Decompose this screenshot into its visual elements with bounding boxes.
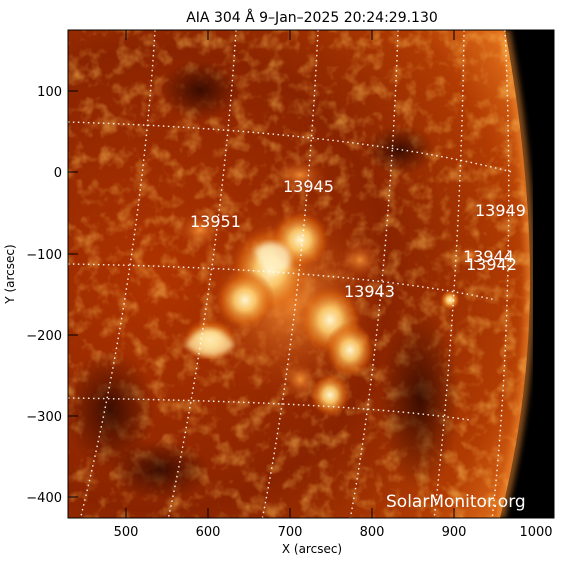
x-tick-label: 600	[196, 525, 221, 540]
region-label: 13945	[283, 177, 334, 196]
y-tick-label: −400	[26, 491, 62, 506]
region-label: 13951	[190, 212, 241, 231]
region-labels: 13945 13951 13949 13944 13942 13943	[190, 177, 526, 301]
solar-disk-image: 13945 13951 13949 13944 13942 13943 Sola…	[68, 30, 554, 518]
x-tick-labels: 500 600 700 800 900 1000	[114, 525, 553, 540]
x-tick-label: 800	[360, 525, 385, 540]
x-axis	[125, 30, 537, 518]
y-tick-label: −200	[26, 329, 62, 344]
watermark: SolarMonitor.org	[386, 492, 526, 512]
region-label: 13943	[344, 282, 395, 301]
y-tick-label: 0	[54, 166, 62, 181]
y-axis-label: Y (arcsec)	[3, 244, 17, 304]
plot-frame	[67, 29, 555, 519]
x-tick-label: 500	[114, 525, 139, 540]
region-label: 13949	[475, 201, 526, 220]
dark-filaments	[68, 60, 460, 500]
y-axis	[68, 90, 554, 498]
y-tick-labels: 100 0 −100 −200 −300 −400	[26, 85, 62, 506]
x-tick-label: 700	[278, 525, 303, 540]
y-tick-label: 100	[37, 85, 62, 100]
figure-title: AIA 304 Å 9–Jan–2025 20:24:29.130	[186, 9, 438, 26]
x-axis-label: X (arcsec)	[282, 542, 342, 556]
region-label: 13942	[466, 255, 517, 274]
x-tick-label: 1000	[519, 525, 552, 540]
heliographic-grid	[68, 30, 513, 518]
x-tick-label: 900	[442, 525, 467, 540]
y-tick-label: −300	[26, 410, 62, 425]
y-tick-label: −100	[26, 248, 62, 263]
region-label: 13944	[463, 247, 514, 266]
active-region-plage	[175, 157, 482, 417]
